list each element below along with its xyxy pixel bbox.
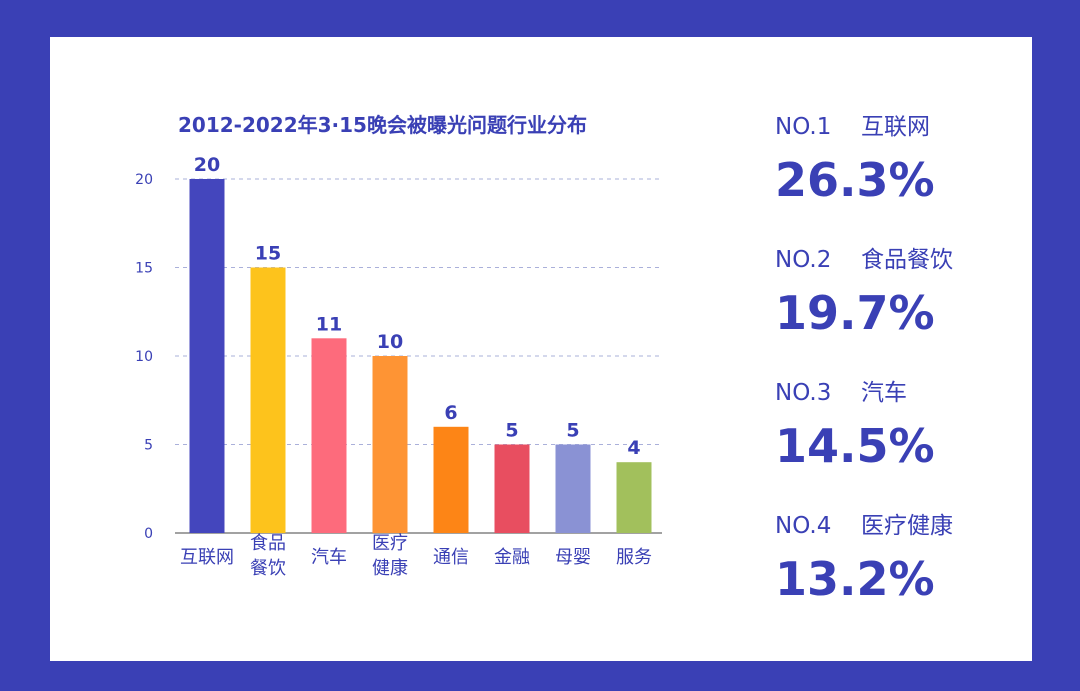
ranking-percentage: 13.2%	[775, 552, 935, 606]
data-label: 5	[566, 420, 579, 442]
x-tick-label: 餐饮	[250, 558, 286, 579]
ranking-label: NO.3 汽车	[775, 373, 907, 407]
x-tick-label: 食品	[250, 533, 286, 554]
bar	[494, 444, 530, 533]
x-tick-label: 服务	[616, 547, 652, 568]
data-label: 11	[316, 313, 342, 335]
ranking-item-2: NO.2 食品餐饮 19.7%	[775, 240, 1015, 373]
bar	[555, 444, 591, 533]
y-tick-label: 5	[144, 438, 153, 454]
ranking-number: NO.2	[775, 247, 832, 273]
bar-chart: 0 5 10 15 20 20 互联网 15 食品餐饮 11 汽车 10 医疗健康 6 通信 5 金融 5 母婴 4 服…	[135, 154, 662, 579]
bar	[311, 338, 347, 533]
ranking-item-4: NO.4 医疗健康 13.2%	[775, 506, 1015, 639]
bar	[433, 426, 469, 533]
x-tick-label: 通信	[433, 547, 469, 568]
y-tick-label: 0	[144, 526, 153, 542]
ranking-industry: 医疗健康	[861, 513, 953, 539]
ranking-number: NO.3	[775, 380, 832, 406]
ranking-industry: 汽车	[861, 380, 907, 406]
ranking-label: NO.4 医疗健康	[775, 506, 953, 540]
y-tick-label: 15	[135, 261, 153, 277]
data-label: 15	[255, 243, 281, 265]
chart-title: 2012-2022年3·15晚会被曝光问题行业分布	[178, 113, 587, 137]
data-label: 5	[505, 420, 518, 442]
ranking-item-3: NO.3 汽车 14.5%	[775, 373, 1015, 506]
data-label: 4	[627, 437, 640, 459]
ranking-percentage: 26.3%	[775, 153, 935, 207]
x-tick-label: 互联网	[180, 547, 234, 568]
x-tick-label: 健康	[372, 558, 408, 579]
x-tick-label: 金融	[494, 547, 530, 568]
bar	[616, 462, 652, 533]
ranking-list: NO.1 互联网 26.3% NO.2 食品餐饮 19.7% NO.3 汽车 14.5…	[775, 107, 1015, 639]
chart-card: 2012-2022年3·15晚会被曝光问题行业分布 0 5 10 15 20 20 互联网 1…	[50, 37, 1032, 661]
x-tick-label: 医疗	[372, 533, 408, 554]
bar	[250, 267, 286, 533]
y-tick-label: 10	[135, 349, 153, 365]
ranking-industry: 互联网	[861, 114, 930, 140]
data-label: 6	[444, 402, 457, 424]
ranking-label: NO.1 互联网	[775, 107, 930, 141]
y-tick-label: 20	[135, 172, 153, 188]
ranking-percentage: 14.5%	[775, 419, 935, 473]
data-label: 20	[194, 154, 220, 176]
x-tick-label: 母婴	[555, 547, 591, 568]
data-label: 10	[377, 331, 403, 353]
bar	[372, 356, 408, 533]
ranking-label: NO.2 食品餐饮	[775, 240, 953, 274]
ranking-item-1: NO.1 互联网 26.3%	[775, 107, 1015, 240]
ranking-industry: 食品餐饮	[861, 247, 953, 273]
x-tick-label: 汽车	[311, 547, 347, 568]
bar	[189, 179, 225, 533]
ranking-number: NO.4	[775, 513, 832, 539]
ranking-number: NO.1	[775, 114, 832, 140]
ranking-percentage: 19.7%	[775, 286, 935, 340]
